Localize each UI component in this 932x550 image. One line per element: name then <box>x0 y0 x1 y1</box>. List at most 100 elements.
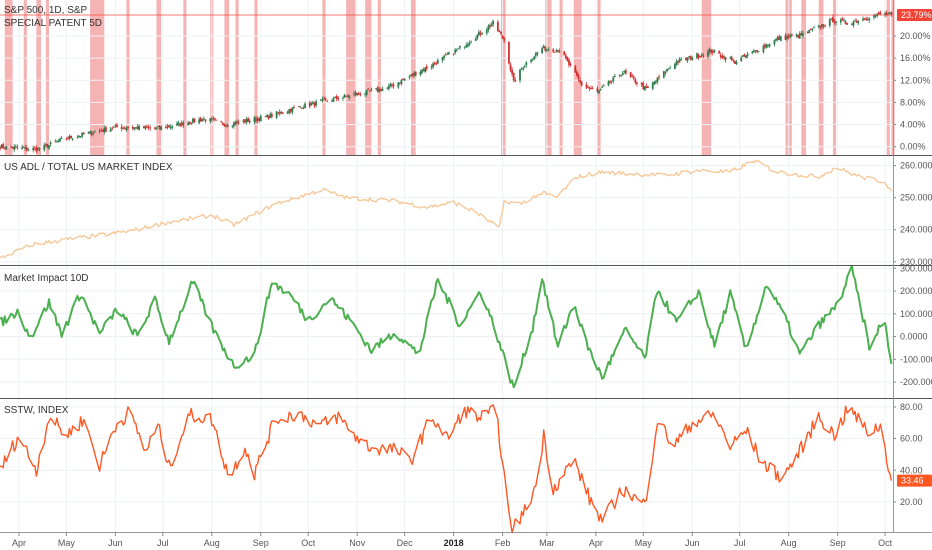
highlight-band-16 <box>410 0 416 155</box>
sstw-ytick-label-3: 80.00 <box>900 402 923 412</box>
price-candle-body-322 <box>710 49 713 53</box>
price-candle-body-365 <box>806 31 809 33</box>
price-candle-body-234 <box>514 80 517 82</box>
price-candle-body-219 <box>481 33 483 35</box>
price-candle-body-185 <box>408 76 411 78</box>
impact-ytick-label-0: -200.0000 <box>900 377 932 387</box>
price-candle-body-211 <box>465 45 468 48</box>
price-candle-body-23 <box>48 145 50 149</box>
price-candle-body-393 <box>866 19 869 21</box>
impact-panel: Market Impact 10D -200.0000 -100.0000 0.00… <box>0 263 932 398</box>
adl-title: US ADL / TOTAL US MARKET INDEX <box>4 162 173 173</box>
price-candle-body-119 <box>259 115 262 122</box>
price-candle-body-88 <box>191 118 194 123</box>
price-candle-body-352 <box>776 37 779 40</box>
highlight-band-10 <box>235 0 239 155</box>
price-candle-body-350 <box>773 39 776 45</box>
adl-ytick-label-1: 240.0000 <box>900 225 932 235</box>
price-candle-body-353 <box>778 36 781 40</box>
price-candle-body-50 <box>109 129 112 132</box>
price-candle-body-98 <box>214 118 216 120</box>
price-candle-body-37 <box>79 136 82 138</box>
price-candle-body-64 <box>138 125 140 130</box>
price-candle-body-351 <box>775 38 777 41</box>
price-candle-body-301 <box>664 72 667 74</box>
price-candle-body-344 <box>757 51 760 53</box>
price-candle-body-284 <box>624 70 627 74</box>
impact-title: Market Impact 10D <box>4 273 88 284</box>
price-candle-body-259 <box>569 64 572 66</box>
price-candle-body-75 <box>165 126 167 129</box>
price-candle-body-192 <box>422 69 425 71</box>
price-candle-body-403 <box>888 12 891 14</box>
price-candle-body-267 <box>588 87 591 89</box>
price-candle-body-68 <box>147 127 150 128</box>
price-candle-body-266 <box>587 87 589 89</box>
price-candle-body-123 <box>269 113 272 118</box>
price-candles <box>0 10 893 154</box>
price-candle-body-236 <box>520 68 523 70</box>
price-candle-body-149 <box>326 100 329 102</box>
price-candle-body-96 <box>210 118 213 120</box>
price-candle-body-347 <box>765 44 768 48</box>
price-candle-body-69 <box>149 127 152 129</box>
price-candle-body-4 <box>5 146 8 150</box>
price-candle-body-394 <box>868 18 871 21</box>
price-candle-body-252 <box>555 49 558 51</box>
price-candle-body-297 <box>655 80 657 83</box>
price-candle-body-262 <box>577 74 580 79</box>
price-candle-body-243 <box>534 53 537 56</box>
price-candle-body-355 <box>784 35 787 40</box>
highlight-band-4 <box>90 0 105 155</box>
x-axis: Apr May Jun Jul Aug Sep Oct Nov Dec 2018 Feb Mar Apr… <box>12 532 893 548</box>
price-candle-body-249 <box>547 49 550 51</box>
price-candle-body-93 <box>202 118 205 120</box>
price-candle-body-233 <box>512 72 515 81</box>
price-ytick-label-4: 16.00% <box>900 53 931 63</box>
price-candle-body-36 <box>78 135 80 138</box>
price-candle-body-13 <box>25 147 28 150</box>
price-candle-body-117 <box>256 118 259 121</box>
highlight-band-15 <box>377 0 381 155</box>
price-candle-body-327 <box>721 55 724 59</box>
price-candle-body-345 <box>762 45 765 53</box>
price-candle-body-100 <box>220 121 223 122</box>
price-candle-body-172 <box>378 88 381 93</box>
price-candle-body-10 <box>21 147 24 150</box>
price-candle-body-22 <box>46 143 49 148</box>
highlight-band-21 <box>597 0 601 155</box>
price-candle-body-106 <box>233 122 235 127</box>
price-candle-body-305 <box>673 64 676 69</box>
price-candle-body-258 <box>568 59 570 66</box>
price-candle-body-335 <box>740 57 743 62</box>
price-candle-body-309 <box>680 58 683 60</box>
price-candle-body-39 <box>82 132 85 135</box>
price-candle-body-142 <box>312 101 314 104</box>
price-candle-body-59 <box>127 126 129 129</box>
price-candle-body-218 <box>479 33 482 35</box>
price-candle-body-130 <box>286 111 289 114</box>
highlight-band-13 <box>346 0 356 155</box>
price-last-badge: 23.79% <box>897 9 932 22</box>
price-candle-body-340 <box>751 51 754 54</box>
impact-y-axis: -200.0000 -100.0000 0.0000 100.0000 200.0000… <box>893 263 932 387</box>
price-ytick-label-3: 12.00% <box>900 75 931 85</box>
price-candle-body-85 <box>187 122 189 126</box>
highlight-band-25 <box>818 0 824 155</box>
price-candle-body-247 <box>544 46 547 51</box>
price-candle-body-250 <box>552 49 555 52</box>
price-candle-body-46 <box>100 130 103 132</box>
impact-ytick-label-5: 300.0000 <box>900 263 932 273</box>
price-candle-body-109 <box>237 122 240 124</box>
price-candle-body-65 <box>142 126 145 129</box>
x-tick-label-14: Jun <box>685 538 700 548</box>
price-candle-body-371 <box>819 25 822 28</box>
price-candle-body-293 <box>645 85 648 89</box>
price-candle-body-348 <box>767 45 770 46</box>
price-candle-body-29 <box>60 138 63 140</box>
price-candle-body-0 <box>0 147 1 150</box>
highlight-band-3 <box>45 0 49 155</box>
price-candle-body-105 <box>231 126 234 127</box>
price-candle-body-295 <box>651 82 654 89</box>
highlight-band-27 <box>886 0 890 155</box>
